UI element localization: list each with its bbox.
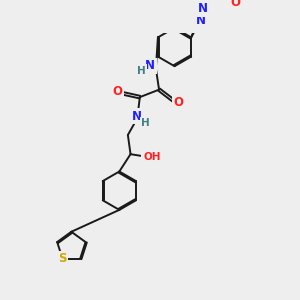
Text: O: O [113, 85, 123, 98]
Text: N: N [132, 110, 142, 123]
Text: O: O [230, 0, 240, 9]
Text: H: H [141, 118, 150, 128]
Text: N: N [145, 59, 155, 72]
Text: N: N [196, 14, 206, 27]
Text: S: S [58, 252, 67, 265]
Text: H: H [137, 66, 146, 76]
Text: N: N [198, 2, 208, 15]
Text: OH: OH [143, 152, 160, 162]
Text: O: O [173, 97, 184, 110]
